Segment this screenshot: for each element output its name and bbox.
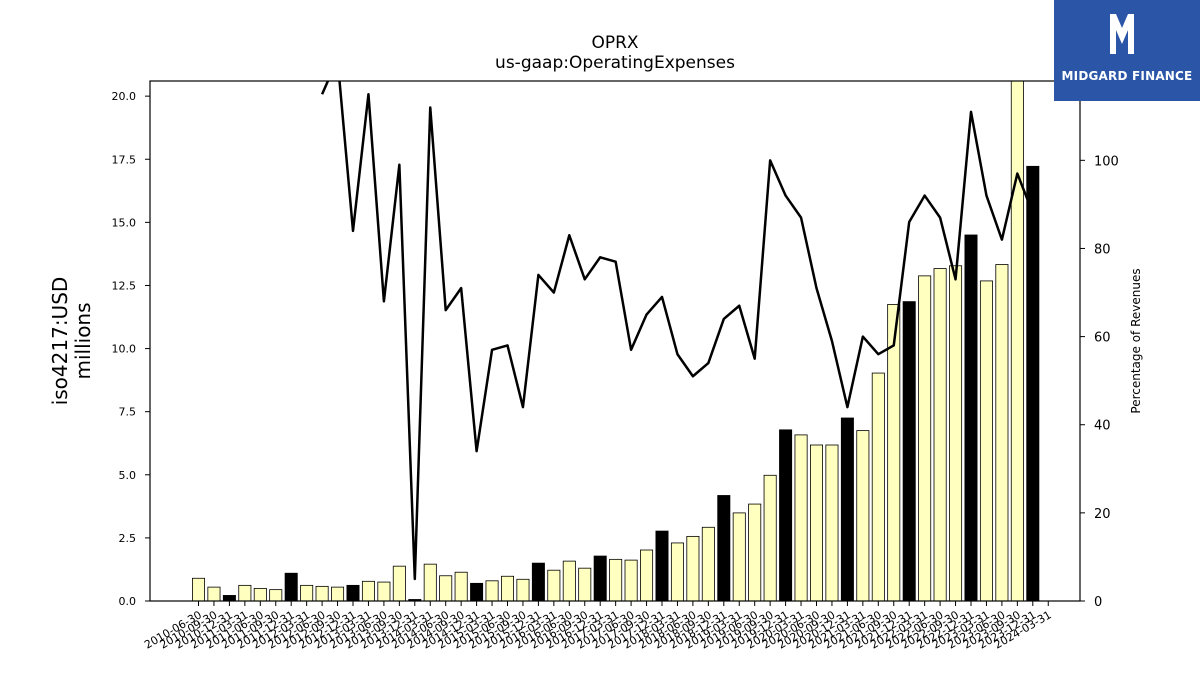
bar [840, 417, 854, 601]
bar [949, 265, 963, 601]
bar [871, 372, 885, 601]
bar [902, 301, 916, 601]
bar [346, 584, 360, 601]
left-tick-label: 2.5 [119, 532, 137, 545]
bar [284, 572, 298, 601]
bar [531, 562, 545, 601]
bar [269, 589, 283, 601]
bar [470, 582, 484, 601]
chart-title: OPRX [591, 33, 638, 53]
bar [717, 495, 731, 601]
left-tick-label: 10.0 [112, 343, 137, 356]
bar [748, 503, 762, 601]
bar [578, 567, 592, 601]
left-tick-label: 5.0 [119, 469, 137, 482]
right-tick-label: 40 [1094, 419, 1111, 434]
bar [191, 577, 205, 601]
right-tick-label: 60 [1094, 331, 1111, 346]
bar [454, 571, 468, 601]
bar [361, 580, 375, 601]
bar [439, 575, 453, 601]
bar [640, 549, 654, 601]
bar [593, 555, 607, 601]
bar [856, 430, 870, 601]
percentage-line [320, 81, 1034, 581]
bars [191, 81, 1040, 601]
bar [686, 535, 700, 601]
bar [423, 563, 437, 601]
right-axis: 0 20 40 60 80 100 [1080, 154, 1119, 610]
bar [300, 584, 314, 601]
y-axis-label-right: Percentage of Revenues [1129, 268, 1143, 413]
bar [1026, 165, 1040, 601]
bar [995, 264, 1009, 601]
bar [732, 512, 746, 601]
left-axis: 0.0 2.5 5.0 7.5 10.0 12.5 15.0 17.5 20.0 [112, 90, 150, 608]
bar [825, 444, 839, 601]
bar [918, 275, 932, 601]
bar [377, 581, 391, 601]
bar [331, 586, 345, 601]
left-tick-label: 20.0 [112, 90, 137, 103]
bar [979, 280, 993, 601]
y-axis-label-left: iso4217:USDmillions [48, 277, 95, 406]
bar [794, 434, 808, 601]
plot-frame [149, 80, 1081, 602]
left-tick-label: 15.0 [112, 216, 137, 229]
bar [315, 585, 329, 601]
right-tick-label: 20 [1094, 507, 1111, 522]
bar [207, 586, 221, 601]
logo-text: MIDGARD FINANCE [1061, 69, 1193, 83]
bar [500, 575, 514, 601]
bar [887, 303, 901, 601]
right-tick-label: 100 [1094, 154, 1119, 169]
bar [238, 584, 252, 601]
bar [253, 587, 267, 601]
left-tick-label: 17.5 [112, 153, 137, 166]
bar [670, 542, 684, 601]
bar [1010, 81, 1024, 601]
bar [810, 444, 824, 601]
left-tick-label: 12.5 [112, 279, 137, 292]
left-tick-label: 0.0 [119, 595, 137, 608]
bar [779, 429, 793, 601]
bar [222, 595, 236, 601]
bar [964, 234, 978, 601]
bar [392, 565, 406, 601]
bar [624, 559, 638, 601]
right-tick-label: 80 [1094, 242, 1111, 257]
left-tick-label: 7.5 [119, 406, 137, 419]
chart-subtitle: us-gaap:OperatingExpenses [495, 53, 735, 73]
bar [516, 578, 530, 601]
bar [547, 569, 561, 601]
bar [485, 580, 499, 601]
bar [933, 268, 947, 601]
right-tick-label: 0 [1094, 595, 1102, 610]
midgard-m-icon [1110, 14, 1134, 54]
midgard-finance-logo: MIDGARD FINANCE [1054, 0, 1200, 101]
bar [562, 560, 576, 601]
x-axis: 2010-06-302010-09-302010-12-312011-03-31… [142, 601, 1054, 652]
bar [655, 530, 669, 601]
bar [763, 474, 777, 601]
bar [701, 526, 715, 601]
bar [609, 558, 623, 601]
